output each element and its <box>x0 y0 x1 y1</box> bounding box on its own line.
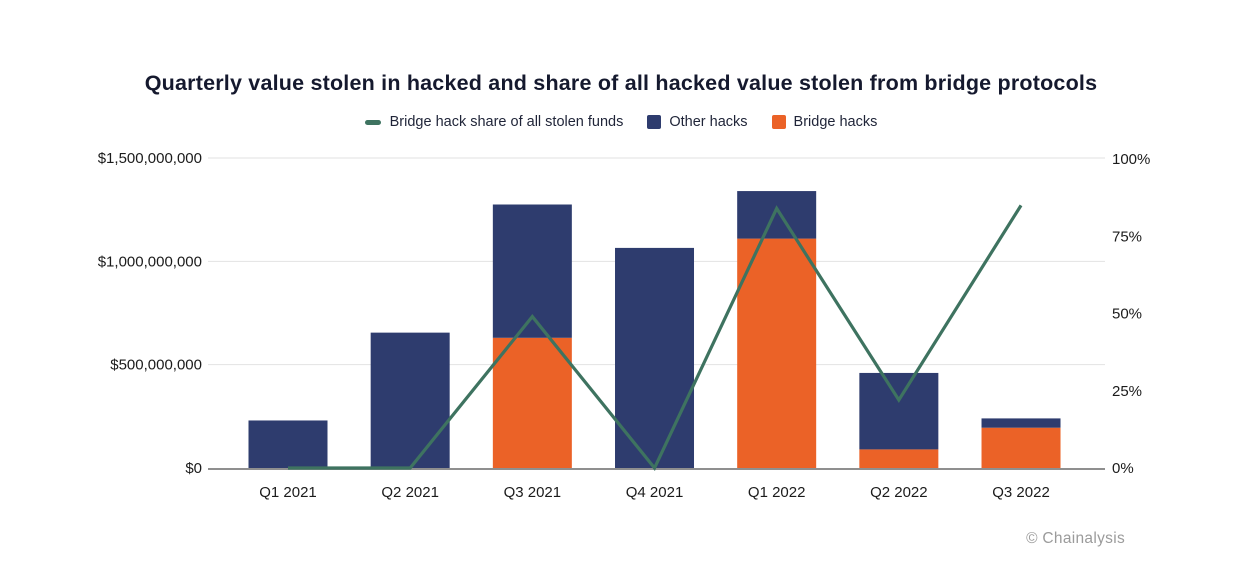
legend-label: Bridge hack share of all stolen funds <box>389 114 624 130</box>
y-axis-left-label: $0 <box>185 460 202 477</box>
y-axis-left-label: $500,000,000 <box>110 357 202 374</box>
y-axis-left-label: $1,000,000,000 <box>98 253 202 270</box>
x-axis-label: Q2 2022 <box>870 484 928 501</box>
x-axis-label: Q3 2022 <box>992 484 1050 501</box>
bar-other-hacks <box>981 418 1061 428</box>
y-axis-right-label: 0% <box>1112 460 1134 477</box>
bar-bridge-hacks <box>859 449 939 468</box>
x-axis-label: Q1 2022 <box>748 484 806 501</box>
chart-title: Quarterly value stolen in hacked and sha… <box>144 71 1098 95</box>
bar-other-hacks <box>615 247 695 468</box>
y-axis-right-label: 25% <box>1112 383 1142 400</box>
bridge-share-line <box>288 204 1023 471</box>
line-swatch-icon <box>364 119 381 125</box>
bar-bridge-hacks <box>492 337 572 468</box>
square-swatch-icon <box>771 115 786 129</box>
legend-label: Bridge hacks <box>793 114 878 130</box>
y-axis-right-label: 50% <box>1112 306 1142 323</box>
legend-label: Other hacks <box>669 114 748 130</box>
bar-other-hacks <box>370 332 450 468</box>
legend-item-bridge-hacks: Bridge hacks <box>771 114 878 130</box>
legend: Bridge hack share of all stolen funds Ot… <box>0 114 1242 130</box>
x-axis-label: Q3 2021 <box>504 484 562 501</box>
bar-other-hacks <box>248 420 328 468</box>
x-axis-label: Q2 2021 <box>381 484 439 501</box>
bar-bridge-hacks <box>981 427 1061 468</box>
x-axis-label: Q4 2021 <box>626 484 684 501</box>
y-axis-left-label: $1,500,000,000 <box>98 150 202 167</box>
bar-other-hacks <box>737 191 817 239</box>
x-axis-label: Q1 2021 <box>259 484 317 501</box>
bar-bridge-hacks <box>737 238 817 468</box>
chainalysis-credit: © Chainalysis <box>1026 530 1125 547</box>
legend-item-other-hacks: Other hacks <box>647 114 748 130</box>
y-axis-right-label: 75% <box>1112 228 1142 245</box>
square-swatch-icon <box>647 115 662 129</box>
legend-item-bridge-share: Bridge hack share of all stolen funds <box>364 114 624 130</box>
y-axis-right-label: 100% <box>1112 151 1150 168</box>
bar-other-hacks <box>859 372 939 450</box>
